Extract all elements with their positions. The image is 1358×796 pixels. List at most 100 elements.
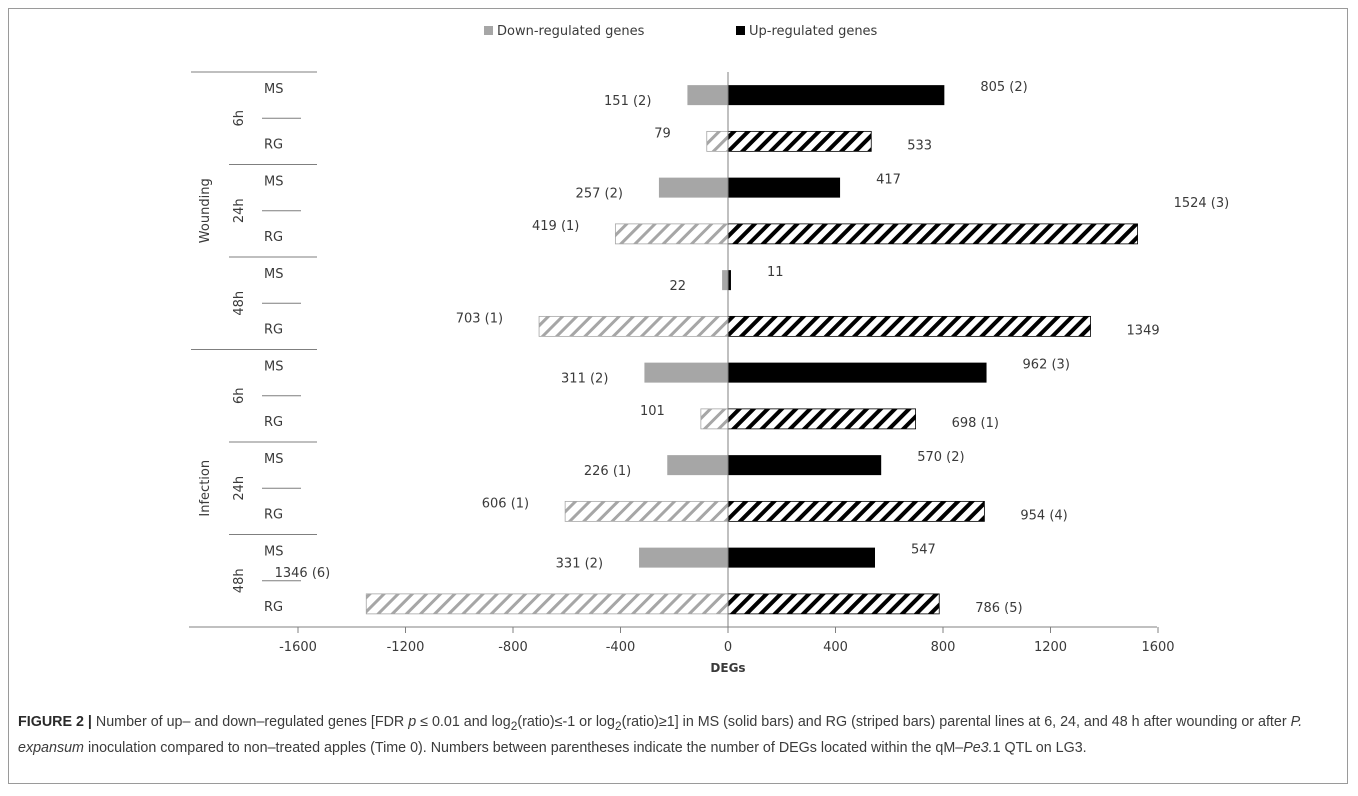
down-data-label: 606 (1) (482, 496, 529, 511)
line-label: RG (264, 322, 283, 337)
down-bar (564, 500, 729, 522)
up-data-label: 533 (907, 138, 932, 153)
legend: Down-regulated genes Up-regulated genes (484, 24, 878, 39)
down-data-label: 703 (1) (456, 311, 503, 326)
x-tick-label: 1200 (1034, 640, 1067, 655)
down-bar (614, 223, 729, 245)
time-label: 6h (232, 387, 247, 404)
down-bar (706, 130, 729, 152)
x-tick-label: -1600 (279, 640, 317, 655)
down-data-label: 419 (1) (532, 219, 579, 234)
line-label: MS (264, 82, 283, 97)
group-label: Infection (198, 460, 213, 517)
group-label: Wounding (198, 178, 213, 243)
up-bar (728, 270, 731, 291)
down-data-label: 331 (2) (556, 557, 603, 572)
up-data-label: 954 (4) (1020, 508, 1067, 523)
up-bar (727, 500, 985, 522)
up-bar (728, 177, 841, 198)
caption-p: p (408, 714, 417, 730)
up-data-label: 962 (3) (1023, 358, 1070, 373)
down-bar (700, 408, 729, 430)
caption-species: P. expansum (18, 714, 1303, 756)
caption-qtl: Pe3. (963, 739, 993, 756)
up-data-label: 547 (911, 543, 936, 558)
line-label: RG (264, 507, 283, 522)
line-label: RG (264, 415, 283, 430)
down-legend-swatch (484, 26, 493, 35)
caption-sub: 2 (614, 718, 622, 733)
up-data-label: 786 (5) (975, 601, 1022, 616)
line-label: RG (264, 137, 283, 152)
axes: -1600 -1200 -800 -400 0 400 800 1200 1600 DEGs (189, 72, 1175, 675)
line-label: RG (264, 230, 283, 245)
time-label: 48h (232, 291, 247, 316)
caption-text: ≤ 0.01 and log (416, 714, 511, 730)
down-data-label: 311 (2) (561, 372, 608, 387)
x-tick-label: -400 (606, 640, 636, 655)
x-tick-label: 800 (931, 640, 956, 655)
up-bar (727, 408, 916, 430)
down-bar (639, 547, 728, 568)
x-tick-label: 1600 (1141, 640, 1174, 655)
line-label: MS (264, 452, 283, 467)
up-data-label: 417 (876, 173, 901, 188)
figure-frame (8, 8, 1348, 784)
time-label: 24h (232, 198, 247, 223)
x-axis-title: DEGs (710, 661, 745, 675)
down-bar (644, 362, 728, 383)
down-bar (538, 315, 729, 337)
down-data-label: 151 (2) (604, 94, 651, 109)
up-data-label: 698 (1) (952, 416, 999, 431)
line-label: MS (264, 267, 283, 282)
up-bar (727, 130, 872, 152)
up-data-label: 570 (2) (917, 450, 964, 465)
bars (365, 85, 1138, 615)
up-bar (727, 315, 1091, 337)
up-bar (727, 223, 1138, 245)
down-bar (722, 270, 728, 291)
line-label: RG (264, 600, 283, 615)
chart: Down-regulated genes Up-regulated genes M… (189, 24, 1230, 675)
line-label: MS (264, 360, 283, 375)
down-bar (658, 177, 728, 198)
caption-label: FIGURE 2 | (18, 714, 92, 730)
caption-sub: 2 (510, 718, 518, 733)
time-label: 48h (232, 568, 247, 593)
up-bar (728, 362, 987, 383)
caption-text: (ratio)≥1] in MS (solid bars) and RG (st… (621, 714, 1291, 730)
x-tick-label: 400 (823, 640, 848, 655)
up-bar (728, 455, 882, 476)
down-data-label: 101 (640, 404, 665, 419)
down-bar (687, 85, 728, 106)
down-bar (667, 455, 728, 476)
line-label: MS (264, 175, 283, 190)
down-data-label: 226 (1) (584, 464, 631, 479)
x-tick-label: 0 (724, 640, 732, 655)
caption-text: Number of up– and down–regulated genes [… (91, 714, 409, 730)
up-bar (727, 593, 940, 615)
up-legend-swatch (736, 26, 745, 35)
down-bar (365, 593, 729, 615)
up-data-label: 11 (767, 265, 784, 280)
up-data-label: 805 (2) (980, 80, 1027, 95)
caption-text: inoculation compared to non–treated appl… (83, 739, 964, 756)
time-label: 6h (232, 110, 247, 127)
caption-text: 1 QTL on LG3. (992, 739, 1087, 756)
down-data-label: 22 (670, 279, 687, 294)
line-label: MS (264, 545, 283, 560)
down-data-label: 257 (2) (576, 187, 623, 202)
x-tick-label: -800 (498, 640, 528, 655)
up-bar (728, 547, 876, 568)
figure-caption: FIGURE 2 | Number of up– and down–regula… (18, 711, 1340, 759)
up-legend-label: Up-regulated genes (749, 24, 878, 39)
up-data-label: 1349 (1127, 323, 1160, 338)
data-labels: 151 (2) 805 (2) 79 533 257 (2) 417 419 (1) 1524… (275, 80, 1230, 616)
up-bar (728, 85, 945, 106)
down-legend-label: Down-regulated genes (497, 24, 645, 39)
category-labels: MS RG MS RG MS RG MS RG MS RG MS RG 6h 6h 24h 24h 48h 48h… (191, 71, 317, 615)
x-tick-label: -1200 (387, 640, 425, 655)
time-label: 24h (232, 476, 247, 501)
down-data-label: 79 (654, 126, 671, 141)
caption-text: (ratio)≤-1 or log (517, 714, 615, 730)
